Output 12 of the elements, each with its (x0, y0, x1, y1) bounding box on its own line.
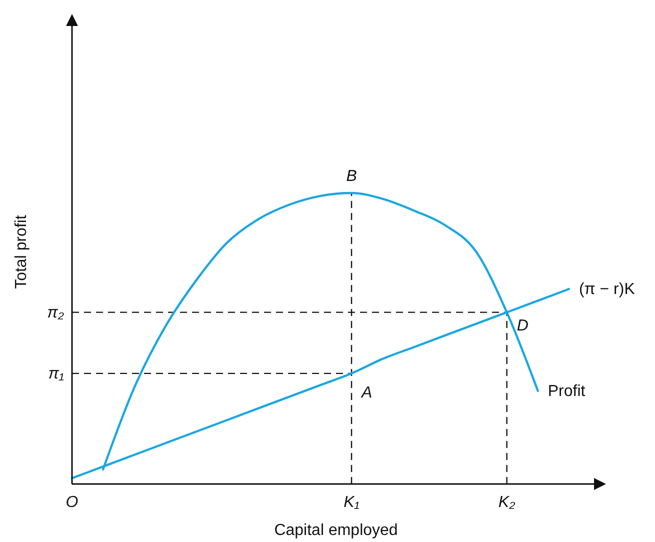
annotation: A (360, 384, 372, 402)
y-axis-title: Total profit (13, 214, 30, 289)
series-label: (π − r)K (578, 281, 636, 298)
ref-line-label: π₁ (48, 365, 64, 382)
ref-line-label: π₂ (47, 304, 64, 322)
x-axis-title: Capital employed (274, 522, 398, 539)
x-tick-label: O (66, 494, 78, 511)
x-tick-label: K₂ (498, 494, 516, 511)
x-tick-label: K₁ (344, 494, 360, 511)
annotation: D (516, 317, 529, 334)
annotation: B (346, 168, 358, 185)
series-label: Profit (548, 382, 586, 400)
